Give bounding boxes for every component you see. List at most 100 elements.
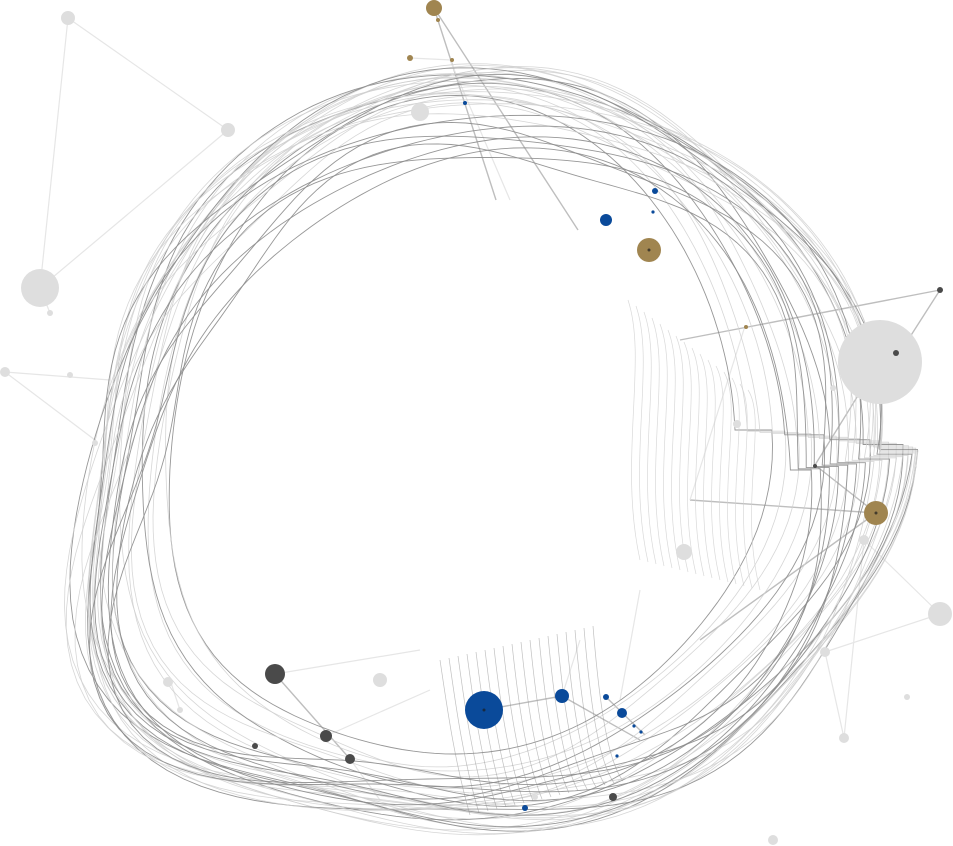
contour-fringe (565, 631, 597, 788)
contour-ring (110, 147, 813, 786)
network-node-dark (252, 743, 258, 749)
network-node-faint (411, 103, 429, 121)
network-link (689, 499, 877, 514)
network-node-dark (893, 350, 899, 356)
contour-ring (116, 143, 822, 800)
contour-fringe (667, 329, 681, 571)
contour-fringe (511, 643, 543, 800)
contour-fringe (707, 359, 721, 581)
contour-ring (100, 102, 875, 810)
network-node-blue (651, 210, 655, 214)
network-node-faint (61, 11, 75, 25)
contour-ring (87, 73, 913, 810)
network-link (409, 57, 453, 61)
contour-fringe (592, 625, 624, 782)
network-node-blue (600, 214, 612, 226)
network-node-faint (733, 420, 741, 428)
network-node-gold (450, 58, 454, 62)
network-node-faint (373, 673, 387, 687)
network-link (619, 589, 641, 701)
network-node-dark (320, 730, 332, 742)
network-node-faint (67, 372, 73, 378)
network-node-faint (47, 310, 53, 316)
contour-fringe (643, 311, 657, 565)
network-link (4, 371, 111, 381)
contour-fringe (739, 383, 753, 589)
contour-rings-group (64, 63, 919, 836)
contour-fringe (715, 365, 729, 583)
contour-ring (119, 72, 861, 806)
network-node-blue (522, 805, 528, 811)
network-node-blue (632, 724, 636, 728)
network-node-blue (555, 689, 569, 703)
contour-fringe (699, 353, 713, 579)
contour-fringe (635, 305, 649, 563)
network-node-blue (652, 188, 658, 194)
network-node-gold (744, 325, 748, 329)
network-node-blue (603, 694, 609, 700)
contour-fringe (691, 347, 705, 577)
contour-fringe (466, 653, 498, 810)
network-node-faint (838, 320, 922, 404)
contour-fringe (448, 657, 480, 814)
contour-fringe (747, 389, 761, 591)
network-node-faint (928, 602, 952, 626)
network-node-faint (768, 835, 778, 845)
contour-ring (152, 99, 800, 778)
contour-ring (81, 63, 909, 829)
contour-ring (88, 91, 918, 836)
network-link (39, 129, 229, 289)
contour-fringe (556, 633, 588, 790)
network-link (824, 613, 941, 653)
contour-ring (65, 93, 904, 821)
network-link (274, 673, 351, 760)
contour-fringe (583, 627, 615, 784)
contour-fringe (439, 659, 471, 816)
contour-fringe (529, 639, 561, 796)
node-center-dot (482, 708, 486, 712)
contour-ring (94, 125, 866, 816)
network-node-faint (221, 123, 235, 137)
contour-ring (92, 80, 917, 831)
contour-fringe (723, 371, 737, 585)
network-node-blue (639, 730, 643, 734)
contour-fringe (651, 317, 665, 567)
node-center-dot (874, 511, 878, 515)
contour-ring (101, 136, 839, 802)
contour-fringe (547, 635, 579, 792)
contour-fringe (484, 649, 516, 806)
network-link (325, 689, 431, 737)
network-node-faint (163, 677, 173, 687)
network-link (679, 289, 941, 341)
contour-fringe (731, 377, 745, 587)
contour-ring (107, 157, 830, 784)
node-center-dot (647, 248, 651, 252)
contour-fringe (659, 323, 673, 569)
contour-fringe (574, 629, 606, 786)
contour-fringe (538, 637, 570, 794)
contour-fringe (457, 655, 489, 812)
contour-fringe (627, 299, 641, 561)
network-node-faint (532, 794, 538, 800)
network-link (843, 539, 865, 739)
network-node-gold (426, 0, 442, 16)
network-node-gold (407, 55, 413, 61)
contour-fringe (683, 341, 697, 575)
contour-ring (165, 95, 787, 768)
network-node-gold (436, 18, 440, 22)
network-link (67, 17, 229, 131)
network-node-faint (0, 367, 10, 377)
contour-ring (99, 74, 904, 821)
contour-ring (74, 113, 883, 808)
network-link (274, 649, 421, 675)
contour-fringe (520, 641, 552, 798)
contour-fringe (675, 335, 689, 573)
contour-ring (141, 82, 826, 788)
network-node-dark (813, 464, 817, 468)
contour-fringe (502, 645, 534, 802)
contour-ring (88, 135, 858, 793)
network-node-blue (615, 754, 619, 758)
contour-ring (128, 76, 850, 789)
network-node-dark (345, 754, 355, 764)
